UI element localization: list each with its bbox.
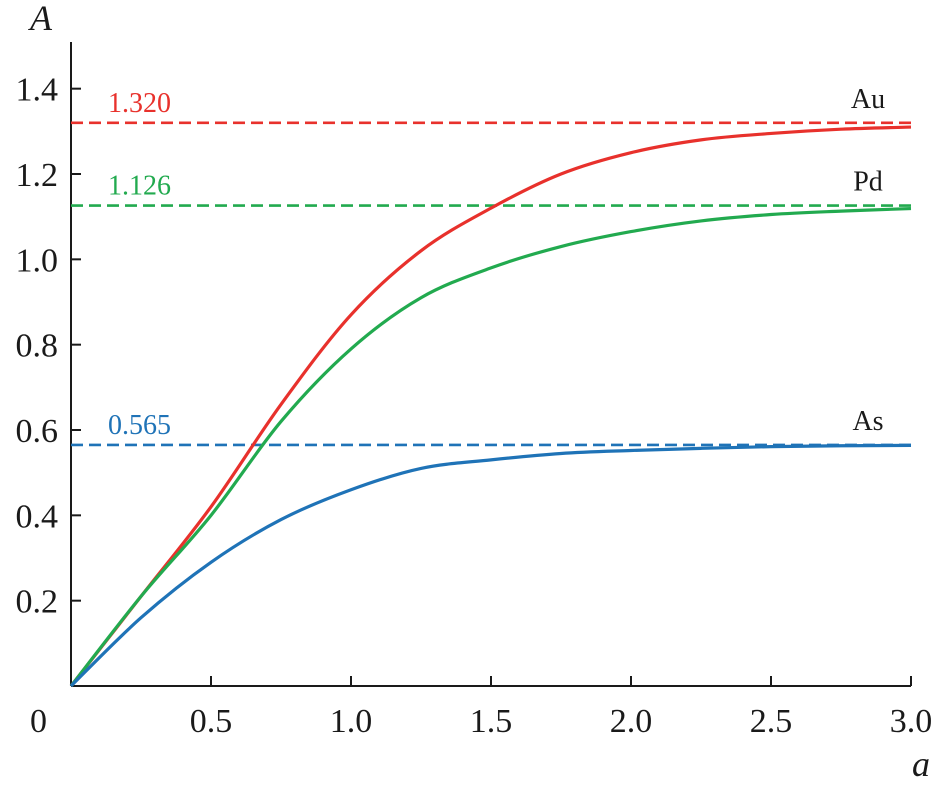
ticks-layer: 0.5 1.0 1.5 2.0 2.5 3.0 0.2 0.4 0.6 0.8 1.0 1.2 1.4	[16, 72, 933, 740]
pd-series-label: Pd	[853, 167, 883, 198]
axes-layer	[70, 42, 911, 687]
as-asymptote-label: 0.565	[108, 410, 171, 441]
pd-asymptote-label: 1.126	[108, 171, 171, 202]
curve-layer	[69, 125, 912, 688]
origin-label: 0	[30, 703, 47, 740]
y-tick-label: 0.4	[16, 498, 59, 535]
as-series-line	[69, 443, 912, 688]
y-tick-label: 1.4	[16, 72, 59, 109]
y-tick-label: 0.8	[16, 328, 59, 365]
pd-series-line	[69, 206, 912, 687]
au-asymptote-label: 1.320	[108, 88, 171, 119]
x-tick-label: 2.5	[750, 703, 793, 740]
y-tick-label: 0.2	[16, 584, 59, 621]
x-tick-label: 0.5	[190, 703, 233, 740]
y-tick-label: 0.6	[16, 413, 59, 450]
y-tick-label: 1.2	[16, 157, 59, 194]
y-axis-title: A	[28, 0, 53, 38]
au-series-label: Au	[851, 84, 885, 115]
y-tick-label: 1.0	[16, 242, 59, 279]
asymptote-layer	[71, 121, 911, 447]
x-tick-label: 3.0	[890, 703, 933, 740]
x-tick-label: 1.5	[470, 703, 513, 740]
x-axis-title: a	[912, 744, 930, 784]
x-tick-label: 2.0	[610, 703, 653, 740]
x-tick-label: 1.0	[330, 703, 373, 740]
as-series-label: As	[852, 406, 883, 437]
au-series-line	[69, 125, 912, 687]
label-layer: 1.320 Au 1.126 Pd 0.565 As	[108, 84, 885, 441]
